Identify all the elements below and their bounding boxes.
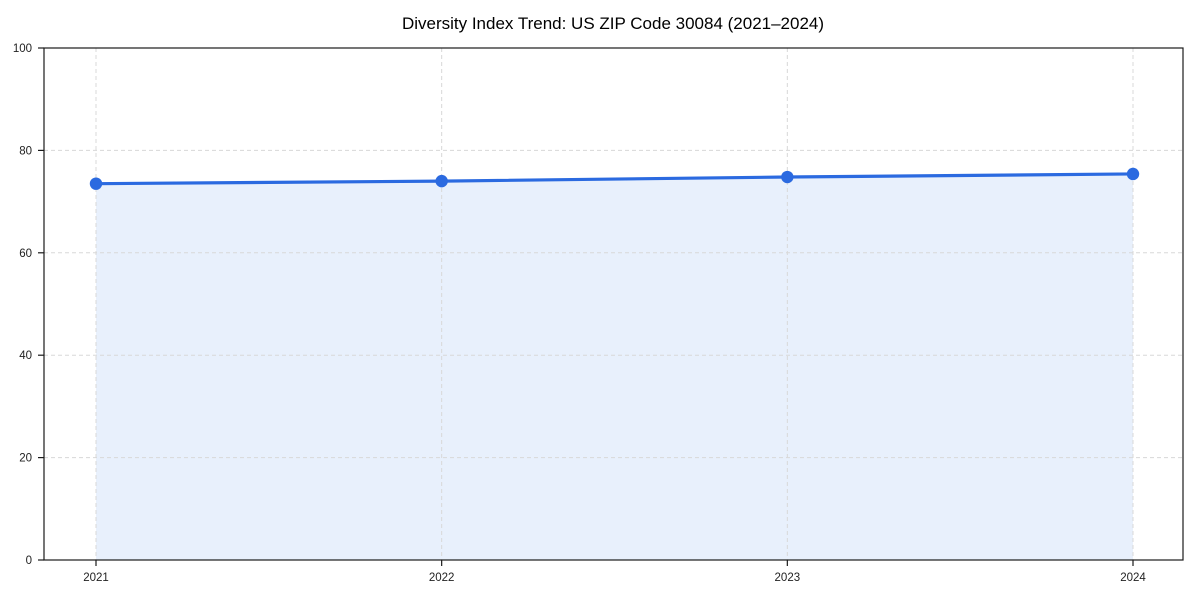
chart-title: Diversity Index Trend: US ZIP Code 30084…: [402, 14, 824, 33]
data-point-2021: [89, 177, 103, 190]
x-tick-label-2024: 2024: [1120, 572, 1146, 584]
x-tick-label-2023: 2023: [775, 572, 801, 584]
y-tick-label-100: 100: [13, 43, 32, 55]
series-line: [94, 172, 1135, 186]
axes-layer: 0 20 40 60 80 100 2021 2022 2023 2024: [13, 43, 1184, 584]
series-area: [96, 173, 1133, 560]
data-point-2022: [435, 174, 448, 188]
y-tick-label-0: 0: [26, 555, 32, 567]
area-fill-layer: [96, 173, 1133, 560]
x-tick-label-2021: 2021: [83, 572, 109, 584]
data-point-2023: [781, 170, 794, 184]
x-tick-label-2022: 2022: [429, 572, 455, 584]
y-tick-label-80: 80: [19, 145, 32, 157]
series-layer: [89, 167, 1140, 190]
plot-box: [43, 47, 1184, 561]
y-tick-label-20: 20: [19, 453, 32, 465]
data-point-2024: [1126, 167, 1140, 181]
gridline-layer: [44, 48, 1183, 560]
y-tick-label-40: 40: [19, 350, 32, 362]
y-tick-label-60: 60: [19, 248, 32, 260]
